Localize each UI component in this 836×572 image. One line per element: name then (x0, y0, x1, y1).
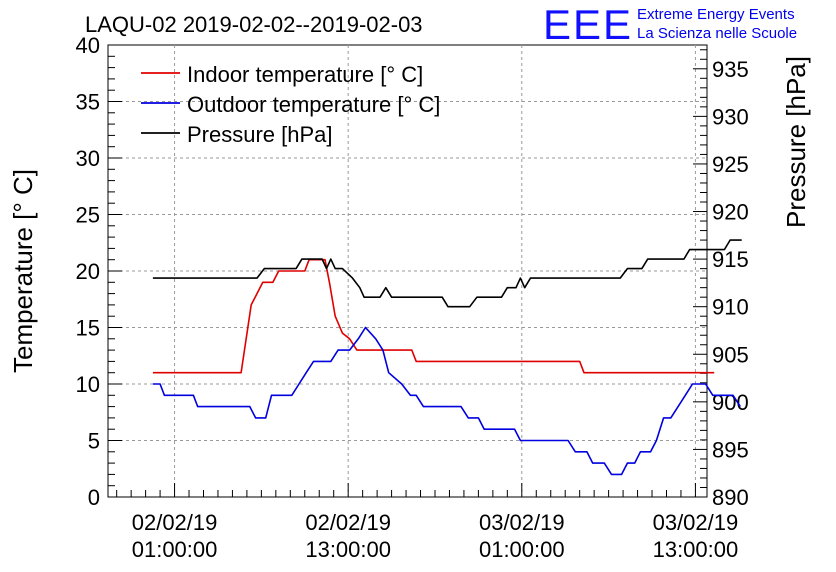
legend-label-2: Outdoor temperature [° C] (187, 92, 440, 117)
y-tick-label-left: 10 (76, 372, 100, 397)
y-tick-label-left: 20 (76, 259, 100, 284)
y-tick-label-right: 905 (712, 342, 749, 367)
y-tick-label-left: 0 (88, 485, 100, 510)
y-tick-label-left: 25 (76, 203, 100, 228)
y-tick-label-right: 915 (712, 247, 749, 272)
legend-label-1: Indoor temperature [° C] (187, 62, 423, 87)
y-tick-label-right: 895 (712, 437, 749, 462)
y-tick-label-right: 930 (712, 104, 749, 129)
logo-mark: EEE (543, 1, 633, 48)
chart-title: LAQU-02 2019-02-02--2019-02-03 (85, 12, 423, 37)
y-tick-label-left: 30 (76, 146, 100, 171)
y-axis-label-left: Temperature [° C] (8, 169, 38, 373)
x-tick-label-date: 03/02/19 (479, 510, 565, 535)
x-tick-label-date: 02/02/19 (132, 510, 218, 535)
grid (108, 45, 707, 497)
eee-logo: EEE Extreme Energy Events La Scienza nel… (543, 1, 797, 48)
axis-ticks: 0 5 10 15 20 25 30 35 40 890 895 900 905 910 915 920 925… (76, 33, 749, 562)
x-tick-label-time: 13:00:00 (653, 537, 739, 562)
x-tick-label-time: 13:00:00 (305, 537, 391, 562)
x-tick-label-date: 03/02/19 (653, 510, 739, 535)
y-tick-label-right: 900 (712, 390, 749, 415)
x-tick-label-time: 01:00:00 (132, 537, 218, 562)
logo-line1: Extreme Energy Events (637, 6, 795, 23)
legend: Indoor temperature [° C] Outdoor temperat… (141, 62, 440, 147)
series-line-1 (152, 258, 715, 374)
y-axis-label-right: Pressure [hPa] (781, 56, 811, 228)
x-tick-label-time: 01:00:00 (479, 537, 565, 562)
y-tick-label-right: 910 (712, 295, 749, 320)
series-line-2 (152, 326, 741, 476)
logo-line2: La Scienza nelle Scuole (637, 25, 797, 42)
series-group (152, 239, 742, 476)
y-tick-label-right: 890 (712, 485, 749, 510)
legend-label-3: Pressure [hPa] (187, 122, 333, 147)
y-tick-label-left: 35 (76, 90, 100, 115)
y-tick-label-right: 925 (712, 152, 749, 177)
y-tick-label-right: 935 (712, 57, 749, 82)
x-tick-label-date: 02/02/19 (305, 510, 391, 535)
y-tick-label-right: 920 (712, 200, 749, 225)
y-tick-label-left: 15 (76, 316, 100, 341)
series-line-3 (152, 239, 742, 308)
y-tick-label-left: 5 (88, 429, 100, 454)
y-tick-label-left: 40 (76, 33, 100, 58)
